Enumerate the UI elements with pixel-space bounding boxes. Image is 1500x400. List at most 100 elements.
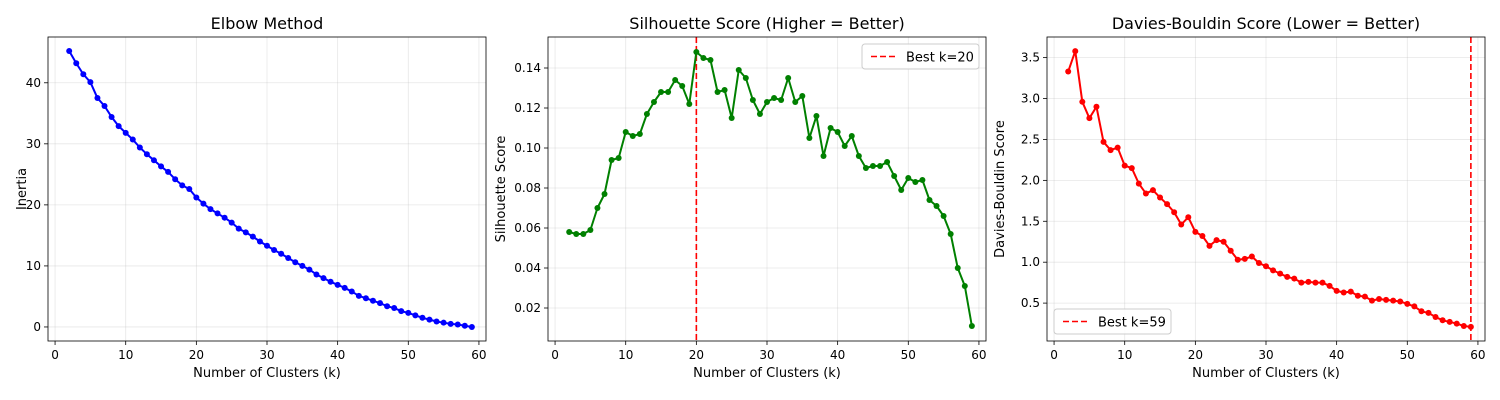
data-point [792,99,799,105]
data-point [1093,103,1100,110]
x-tick-label: 30 [759,348,774,362]
data-point [778,97,785,103]
data-point [1446,318,1453,325]
y-tick-label: 0.06 [514,221,541,235]
data-point [235,225,242,232]
data-point [785,75,792,81]
data-point [1439,317,1446,324]
data-point [200,200,207,207]
data-point [186,186,193,192]
data-point [968,323,975,329]
data-point [566,229,573,235]
data-point [1277,270,1284,277]
data-point [242,229,249,236]
data-point [1114,144,1121,151]
data-point [1100,138,1107,145]
data-point [714,89,721,95]
data-point [1432,314,1439,321]
data-point [1171,209,1178,216]
data-point [1361,293,1368,300]
data-point [933,203,940,209]
y-axis-label: Inertia [15,168,30,210]
data-point [129,136,136,143]
x-tick-label: 40 [1329,348,1344,362]
data-point [1227,247,1234,254]
data-point [285,254,292,261]
y-tick-label: 0.08 [514,181,541,195]
data-point [587,227,594,233]
x-axis-label: Number of Clusters (k) [1192,366,1340,381]
legend-box [1053,308,1172,335]
data-point [122,129,129,136]
data-point [94,95,101,102]
y-tick-label: 0.04 [514,261,541,275]
data-point [1418,308,1425,315]
data-point [926,197,933,203]
data-point [1270,267,1277,274]
data-point [150,157,157,164]
data-point [601,191,608,197]
data-point [1467,323,1474,330]
x-tick-label: 50 [1400,348,1415,362]
x-tick-label: 20 [189,348,204,362]
data-point [834,129,841,135]
y-tick-label: 1.0 [1021,255,1040,269]
data-point [594,205,601,211]
data-point [299,262,306,269]
data-point [66,48,73,55]
data-point [615,155,622,161]
data-point [622,129,629,135]
data-point [799,93,806,99]
data-point [108,113,115,120]
data-point [249,233,256,240]
data-point [1128,165,1135,172]
data-point [905,175,912,181]
chart-title: Silhouette Score (Higher = Better) [629,14,904,33]
data-point [1164,201,1171,208]
data-point [80,71,87,78]
y-tick-label: 30 [26,137,41,151]
data-point [806,135,813,141]
data-point [1157,194,1164,201]
chart-panel-2: 0 10 20 30 40 50 60 0.02 0.04 0.06 0.08 0.10 0.12 0.1… [494,14,987,381]
axes-frame [1046,36,1486,342]
data-point [1305,278,1312,285]
chart-panel-3: 0 10 20 30 40 50 60 0.5 1.0 1.5 2.0 2.5 3.0 3.5 Davies… [993,14,1486,381]
data-point [1255,260,1262,267]
x-axis-label: Number of Clusters (k) [193,366,341,381]
data-point [1354,292,1361,299]
data-point [327,278,334,285]
data-point [608,157,615,163]
data-point [384,303,391,310]
data-point [573,231,580,237]
data-point [700,55,707,61]
data-point [820,153,827,159]
data-point [179,182,186,189]
y-tick-label: 3.5 [1021,51,1040,65]
data-point [954,265,961,271]
x-tick-label: 50 [401,348,416,362]
data-point [292,259,299,266]
x-tick-label: 60 [1470,348,1485,362]
data-point [1390,297,1397,304]
data-point [454,321,461,328]
x-tick-label: 40 [330,348,345,362]
data-point [679,83,686,89]
data-point [1199,233,1206,240]
data-point [369,297,376,304]
data-point [1453,320,1460,327]
y-tick-label: 0.14 [514,61,541,75]
data-point [468,323,475,330]
data-point [1411,303,1418,310]
x-tick-label: 10 [118,348,133,362]
data-point [771,95,778,101]
data-point [1333,287,1340,294]
data-point [1383,296,1390,303]
data-point [735,67,742,73]
legend-box [861,43,980,70]
data-point [1460,323,1467,330]
chart-title: Elbow Method [211,14,324,33]
y-tick-label: 0.5 [1021,296,1040,310]
legend: Best k=20 [861,43,980,70]
data-point [1107,147,1114,154]
